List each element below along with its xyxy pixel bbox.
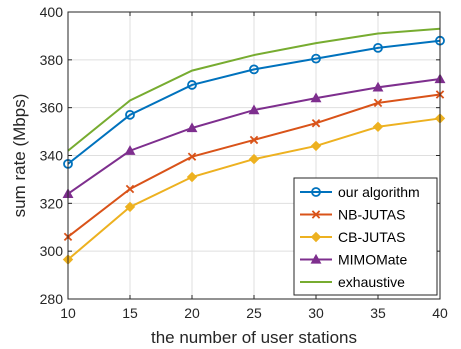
legend-label-nb-jutas: NB-JUTAS bbox=[338, 207, 405, 223]
data-point-nb-jutas bbox=[373, 98, 383, 108]
data-point-our-algorithm bbox=[311, 53, 321, 64]
data-point-mimomate bbox=[248, 104, 260, 115]
legend-item-cb-jutas: CB-JUTAS bbox=[300, 229, 405, 245]
series-our-algorithm bbox=[63, 35, 445, 169]
data-point-cb-jutas bbox=[124, 201, 136, 213]
x-tick-label: 35 bbox=[370, 305, 386, 321]
x-tick-label: 40 bbox=[432, 305, 448, 321]
data-point-mimomate bbox=[124, 145, 136, 155]
legend-marker-nb-jutas bbox=[311, 210, 321, 219]
legend-item-exhaustive: exhaustive bbox=[300, 274, 405, 290]
legend-marker-our-algorithm bbox=[311, 187, 321, 197]
series-line-our-algorithm bbox=[67, 39, 441, 165]
series-mimomate bbox=[62, 73, 446, 198]
data-point-nb-jutas bbox=[311, 118, 321, 128]
y-tick-label: 340 bbox=[40, 148, 64, 164]
legend-label-cb-jutas: CB-JUTAS bbox=[338, 229, 405, 245]
data-point-our-algorithm bbox=[249, 64, 259, 75]
data-point-our-algorithm bbox=[187, 80, 197, 90]
legend-marker-cb-jutas bbox=[310, 231, 322, 243]
data-point-cb-jutas bbox=[186, 171, 198, 183]
legend-item-nb-jutas: NB-JUTAS bbox=[300, 207, 405, 223]
series-exhaustive bbox=[67, 27, 441, 152]
x-tick-label: 25 bbox=[246, 305, 262, 321]
data-point-nb-jutas bbox=[187, 152, 197, 161]
y-axis-label: sum rate (Mbps) bbox=[10, 94, 29, 218]
data-point-nb-jutas bbox=[249, 135, 259, 145]
series-line-exhaustive bbox=[67, 27, 441, 152]
legend: our algorithm NB-JUTAS CB-JUTAS MIMOMate exh… bbox=[293, 177, 438, 296]
x-tick-label: 30 bbox=[308, 305, 324, 321]
legend-marker-mimomate bbox=[310, 253, 322, 264]
x-tick-label: 15 bbox=[122, 305, 138, 321]
y-tick-label: 360 bbox=[40, 100, 64, 116]
y-tick-label: 300 bbox=[40, 243, 64, 259]
data-point-our-algorithm bbox=[125, 109, 135, 120]
data-point-cb-jutas bbox=[310, 140, 322, 152]
grid-lines bbox=[67, 11, 441, 300]
data-point-cb-jutas bbox=[248, 153, 260, 165]
legend-item-our-algorithm: our algorithm bbox=[300, 184, 420, 200]
series-layer bbox=[62, 27, 446, 265]
data-point-cb-jutas bbox=[372, 121, 384, 133]
y-tick-label: 380 bbox=[40, 52, 64, 68]
data-point-mimomate bbox=[372, 81, 384, 92]
legend-item-mimomate: MIMOMate bbox=[300, 252, 407, 268]
x-tick-label: 10 bbox=[60, 305, 76, 321]
legend-label-mimomate: MIMOMate bbox=[338, 252, 407, 268]
y-tick-label: 280 bbox=[40, 291, 64, 307]
x-axis-label: the number of user stations bbox=[151, 328, 357, 347]
x-tick-label: 20 bbox=[184, 305, 200, 321]
legend-label-our-algorithm: our algorithm bbox=[338, 184, 420, 200]
y-tick-label: 400 bbox=[40, 4, 64, 20]
data-point-our-algorithm bbox=[373, 42, 383, 53]
data-point-nb-jutas bbox=[125, 184, 135, 194]
axis-ticks: 10 15 20 25 30 35 40 280 300 320 340 360 380 400 bbox=[40, 4, 448, 321]
legend-label-exhaustive: exhaustive bbox=[338, 274, 405, 290]
data-point-mimomate bbox=[310, 92, 322, 103]
data-point-mimomate bbox=[186, 122, 198, 133]
y-tick-label: 320 bbox=[40, 195, 64, 211]
